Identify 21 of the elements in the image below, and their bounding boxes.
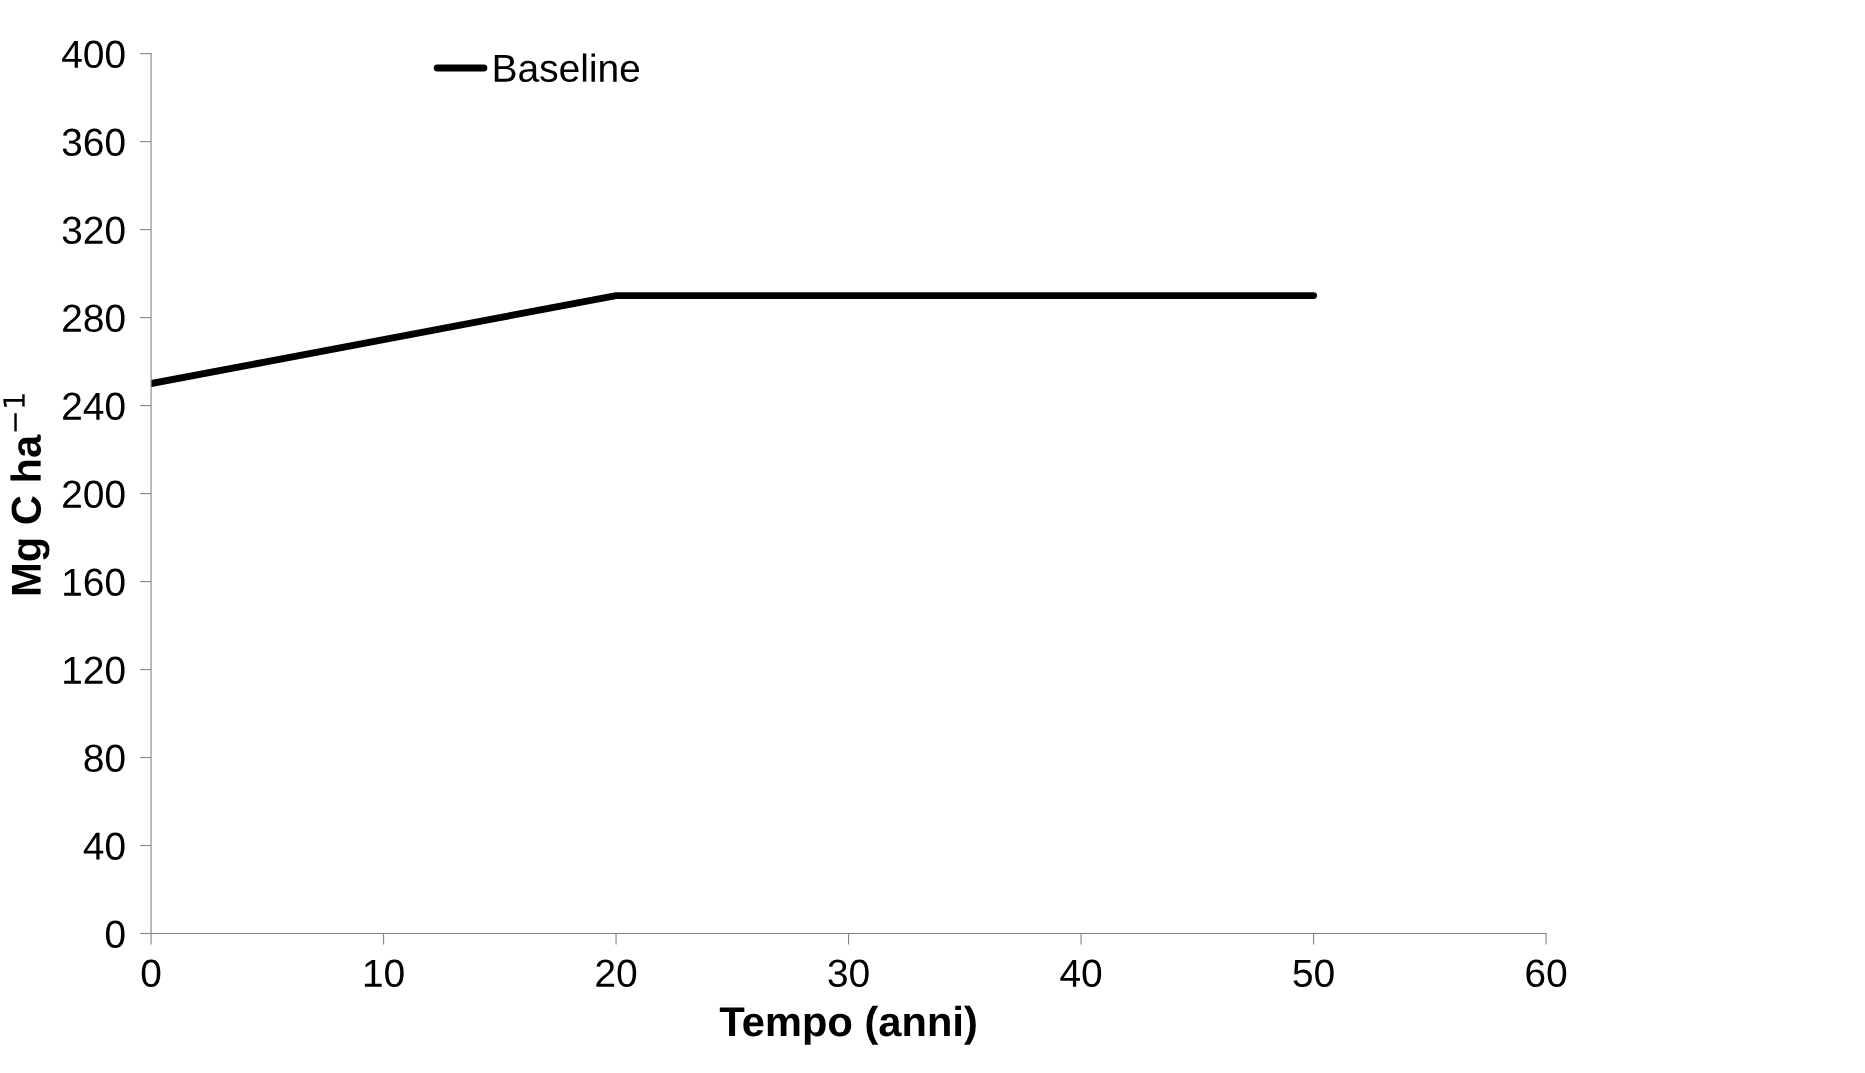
x-tick-label: 40 <box>1060 959 1102 988</box>
y-tick-label: 40 <box>83 832 125 860</box>
y-tick-label: 240 <box>63 392 125 421</box>
y-tick-label: 160 <box>64 568 125 597</box>
y-tick-label: 360 <box>62 128 125 157</box>
x-tick-label: 30 <box>828 959 869 988</box>
x-tick-label: 60 <box>1526 959 1567 988</box>
x-axis-title: Tempo (anni) <box>719 1005 976 1045</box>
y-axis-title: Mg C ha$^{−1}$ <box>3 394 50 595</box>
x-tick-label: 20 <box>596 959 637 988</box>
x-tick-label: 50 <box>1293 959 1334 988</box>
x-tick-label: 10 <box>364 959 404 988</box>
y-tick-label: 400 <box>62 40 125 69</box>
y-tick-label: 0 <box>105 920 125 948</box>
y-tick-label: 320 <box>62 216 125 245</box>
x-tick-label: 0 <box>141 959 161 988</box>
y-tick-label: 280 <box>63 304 125 333</box>
y-tick-label: 120 <box>64 656 125 685</box>
legend-label: Baseline <box>494 53 640 83</box>
y-tick-label: 200 <box>63 480 125 509</box>
y-tick-label: 80 <box>84 744 125 773</box>
